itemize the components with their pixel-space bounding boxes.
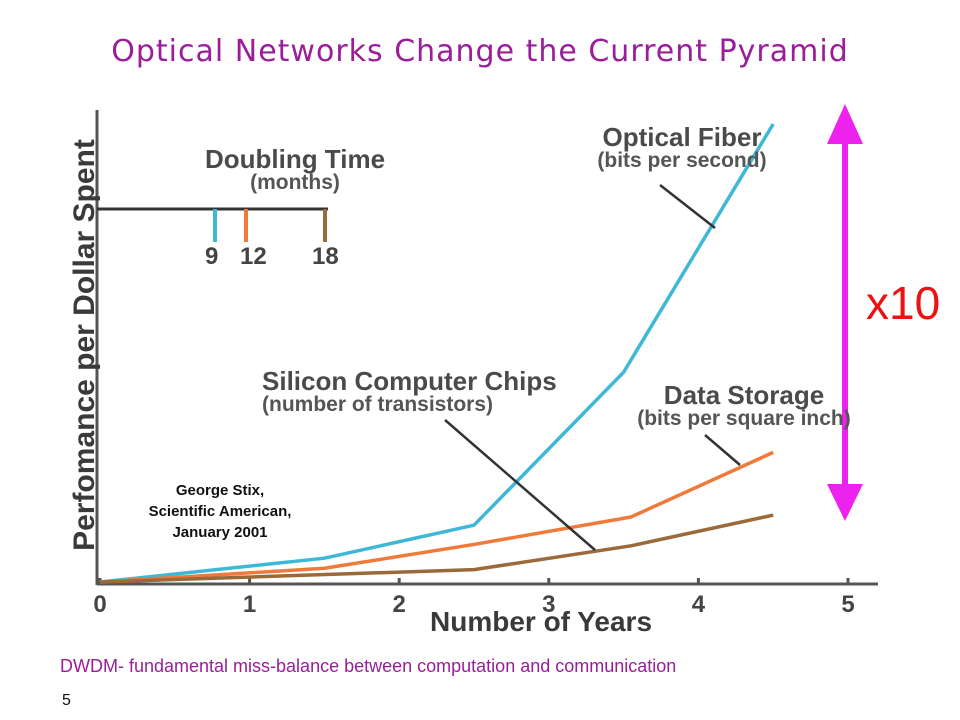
silicon-chips-annotation: Silicon Computer Chips (number of transi… [262,368,557,415]
slide-footer: DWDM- fundamental miss-balance between c… [60,656,677,676]
silicon-chips-sublabel: (number of transistors) [262,393,494,416]
credit-date: January 2001 [172,524,268,541]
x-tick-label-0: 0 [93,591,106,618]
series-line-data-storage [99,513,774,584]
silicon-chips-pointer [444,419,596,551]
credit-author: George Stix, [175,482,265,499]
doubling-time-title: Doubling Time [204,144,386,174]
optical-fiber-label: Optical Fiber [602,122,762,152]
page-number: 5 [62,692,71,709]
doubling-time-legend [97,207,328,242]
optical-fiber-sublabel: (bits per second) [597,149,767,172]
annotation-pointers [444,184,741,551]
doubling-value-9: 9 [205,243,219,270]
silicon-chips-label: Silicon Computer Chips [262,366,557,396]
data-storage-pointer [704,434,741,466]
chart-series [99,123,775,584]
slide-title: Optical Networks Change the Current Pyra… [111,34,849,69]
x10-arrow [827,104,863,521]
doubling-value-12: 12 [240,243,267,270]
x-tick-label-4: 4 [692,591,706,618]
multiplier-label: x10 [866,277,941,329]
x10-arrow-head-down [827,484,863,521]
data-storage-annotation: Data Storage (bits per square inch) [596,382,892,429]
credit-publication: Scientific American, [148,503,292,520]
series-line-silicon-computer-chips [99,450,774,584]
optical-fiber-annotation: Optical Fiber (bits per second) [562,124,802,171]
source-credit: George Stix, Scientific American, Januar… [120,480,320,543]
doubling-value-18: 18 [312,243,339,270]
x-tick-label-2: 2 [393,591,406,618]
data-storage-label: Data Storage [663,380,825,410]
data-storage-sublabel: (bits per square inch) [637,407,851,430]
x10-arrow-head-up [827,104,863,144]
doubling-time-caption: Doubling Time (months) [180,146,410,193]
x-tick-label-1: 1 [243,591,256,618]
x-tick-label-3: 3 [542,591,555,618]
y-axis-label: Perfomance per Dollar Spent [68,139,101,551]
x-tick-label-5: 5 [841,591,854,618]
optical-fiber-pointer [659,184,716,229]
x-axis-label: Number of Years [430,606,653,637]
series-line-optical-fiber [99,123,775,584]
doubling-time-unit: (months) [250,171,340,194]
